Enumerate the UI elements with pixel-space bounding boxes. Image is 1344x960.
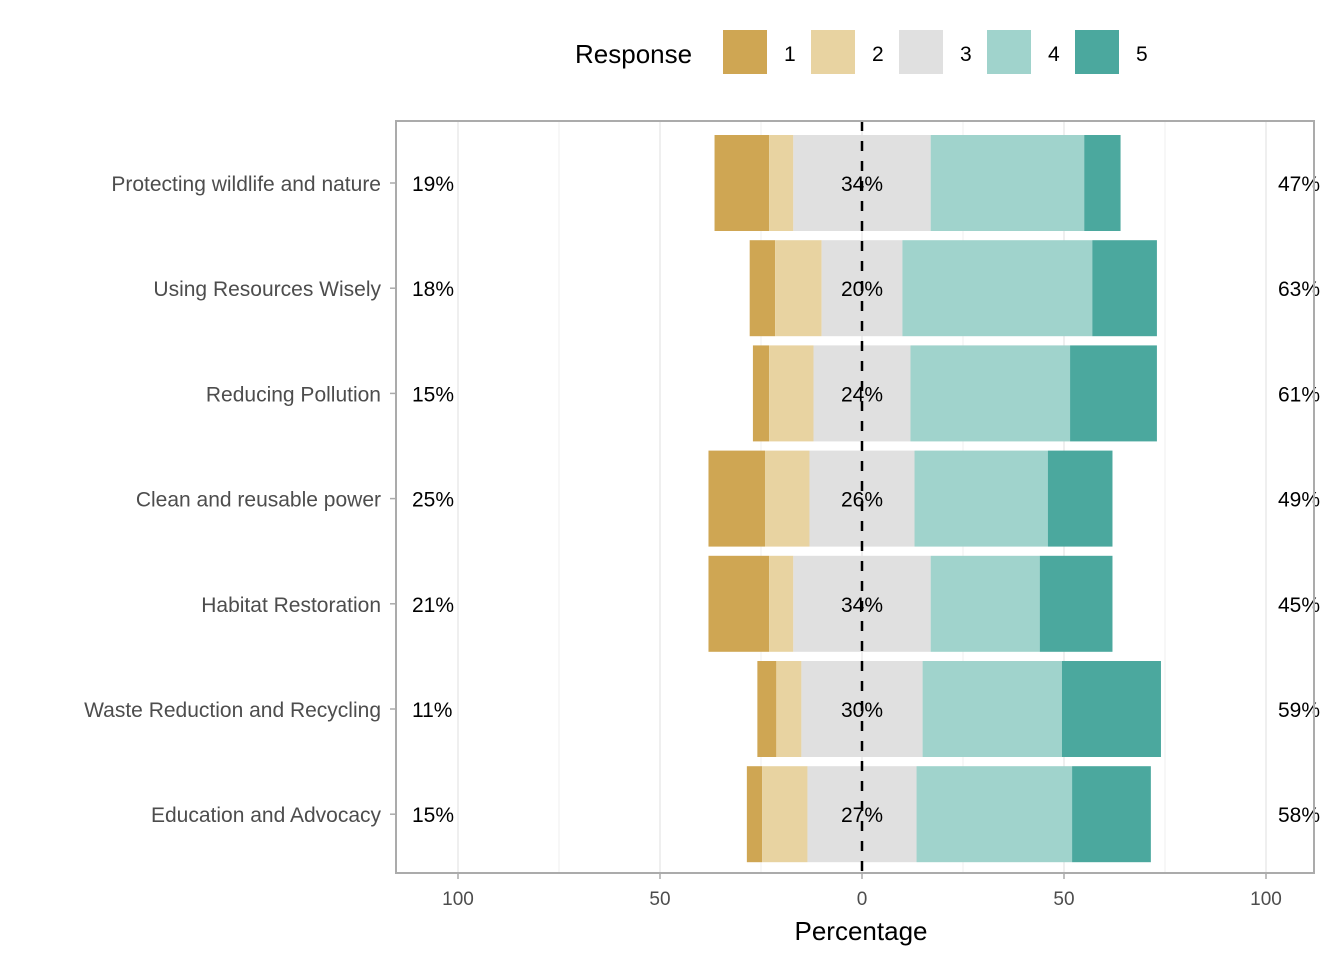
legend: Response 1 2 3 4 5 bbox=[575, 30, 1148, 74]
left-percent-label: 19% bbox=[412, 173, 454, 196]
left-percent-label: 11% bbox=[412, 699, 452, 722]
center-percent-label: 30% bbox=[841, 699, 883, 722]
bar-segment-2 bbox=[769, 345, 814, 442]
right-percent-label: 45% bbox=[1278, 594, 1320, 617]
center-percent-label: 24% bbox=[841, 383, 883, 406]
plot-panel: 19% 34% 47% 18% 20% 63% 15% 24% 61% 25% 26% 49% 21% 3… bbox=[395, 120, 1320, 874]
bar-segment-2 bbox=[775, 240, 822, 337]
right-percent-label: 63% bbox=[1278, 278, 1320, 301]
legend-label: 5 bbox=[1136, 43, 1148, 66]
x-axis-title: Percentage bbox=[795, 916, 928, 946]
bar-segment-2 bbox=[765, 450, 810, 547]
left-percent-label: 15% bbox=[412, 804, 454, 827]
category-label: Waste Reduction and Recycling bbox=[84, 699, 381, 722]
panel-border bbox=[395, 120, 1315, 874]
bar-segment-2 bbox=[776, 661, 802, 757]
bar-segment-1 bbox=[708, 555, 770, 652]
center-percent-label: 27% bbox=[841, 804, 883, 827]
bar-segment-5 bbox=[1061, 661, 1161, 757]
legend-key-4 bbox=[987, 30, 1031, 74]
legend-key-1 bbox=[723, 30, 767, 74]
left-percent-label: 15% bbox=[412, 383, 454, 406]
bar-segment-5 bbox=[1072, 766, 1151, 863]
x-tick-label: 50 bbox=[649, 889, 670, 910]
legend-label: 2 bbox=[872, 43, 884, 66]
bar-segment-4 bbox=[922, 661, 1062, 757]
bar-segment-4 bbox=[930, 135, 1085, 231]
bar-segment-1 bbox=[752, 345, 770, 442]
bar-segment-4 bbox=[916, 766, 1073, 863]
category-labels: Protecting wildlife and nature Using Reso… bbox=[84, 173, 396, 827]
legend-label: 1 bbox=[784, 43, 796, 66]
right-percent-label: 59% bbox=[1278, 699, 1320, 722]
bar-segment-2 bbox=[762, 766, 808, 863]
bar-segment-1 bbox=[757, 661, 777, 757]
x-tick-label: 0 bbox=[857, 889, 868, 910]
bar-segment-4 bbox=[930, 555, 1040, 652]
legend-label: 4 bbox=[1048, 43, 1060, 66]
bar-segment-5 bbox=[1070, 345, 1157, 442]
left-percent-label: 18% bbox=[412, 278, 454, 301]
bar-segment-5 bbox=[1084, 135, 1121, 231]
x-tick-label: 100 bbox=[442, 889, 474, 910]
bar-segment-5 bbox=[1092, 240, 1157, 337]
legend-key-5 bbox=[1075, 30, 1119, 74]
center-percent-label: 34% bbox=[841, 173, 883, 196]
right-percent-label: 49% bbox=[1278, 489, 1320, 512]
bar-segment-1 bbox=[714, 135, 770, 231]
x-tick-label: 100 bbox=[1250, 889, 1282, 910]
x-tick-label: 50 bbox=[1053, 889, 1074, 910]
center-percent-label: 20% bbox=[841, 278, 883, 301]
category-label: Reducing Pollution bbox=[206, 383, 381, 406]
legend-key-2 bbox=[811, 30, 855, 74]
bar-segment-1 bbox=[746, 766, 763, 863]
bar-segment-4 bbox=[910, 345, 1071, 442]
bar-segment-1 bbox=[708, 450, 766, 547]
legend-title: Response bbox=[575, 39, 692, 69]
category-label: Using Resources Wisely bbox=[153, 278, 381, 301]
bar-segment-4 bbox=[902, 240, 1093, 337]
center-percent-label: 34% bbox=[841, 594, 883, 617]
x-axis: 100 50 0 50 100 bbox=[442, 873, 1282, 910]
category-label: Education and Advocacy bbox=[151, 804, 381, 827]
center-percent-label: 26% bbox=[841, 489, 883, 512]
category-label: Protecting wildlife and nature bbox=[111, 173, 381, 196]
category-label: Clean and reusable power bbox=[136, 489, 381, 512]
bar-segment-5 bbox=[1047, 450, 1113, 547]
bar-segment-4 bbox=[914, 450, 1048, 547]
left-percent-label: 25% bbox=[412, 489, 454, 512]
bar-segment-2 bbox=[769, 555, 794, 652]
left-percent-label: 21% bbox=[412, 594, 454, 617]
right-percent-label: 47% bbox=[1278, 173, 1320, 196]
legend-label: 3 bbox=[960, 43, 972, 66]
bar-segment-1 bbox=[749, 240, 776, 337]
right-percent-label: 61% bbox=[1278, 383, 1320, 406]
bar-segment-5 bbox=[1039, 555, 1113, 652]
bar-segment-2 bbox=[769, 135, 794, 231]
right-percent-label: 58% bbox=[1278, 804, 1320, 827]
legend-key-3 bbox=[899, 30, 943, 74]
category-label: Habitat Restoration bbox=[201, 594, 381, 617]
